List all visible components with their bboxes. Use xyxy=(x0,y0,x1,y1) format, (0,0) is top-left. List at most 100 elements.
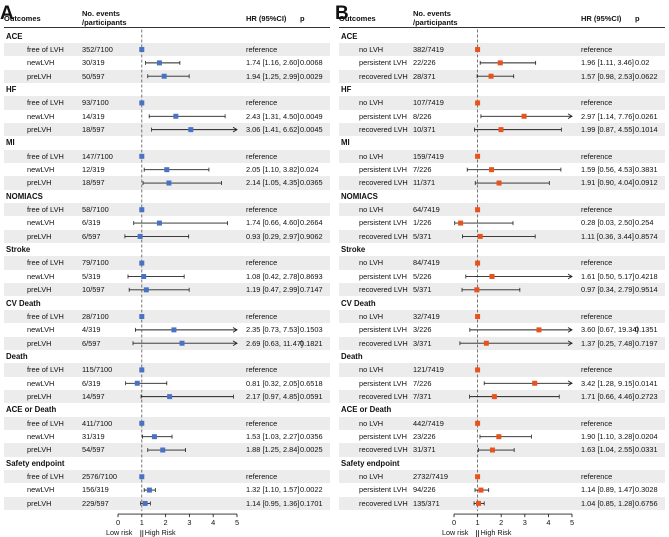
table-row: no LVH 2732/7419 reference xyxy=(339,470,665,484)
group-row: Stroke xyxy=(4,243,330,256)
row-hr: reference xyxy=(581,472,613,482)
hr-point xyxy=(142,500,148,506)
row-events: 229/597 xyxy=(82,498,109,508)
ci-arrow xyxy=(232,327,238,333)
row-label: recovered LVH xyxy=(359,391,408,401)
header-rule xyxy=(339,27,665,28)
row-label: persistent LVH xyxy=(359,485,407,495)
row-p: 0.2723 xyxy=(635,391,658,401)
hr-point xyxy=(139,367,145,373)
row-label: newLVH xyxy=(27,432,55,441)
row-events: 11/371 xyxy=(413,178,436,188)
ci-arrow xyxy=(232,126,238,133)
row-p: 0.2664 xyxy=(300,218,323,228)
group-row: MI xyxy=(339,136,665,149)
row-hr: 1.91 [0.90, 4.04] xyxy=(581,178,635,188)
row-hr: reference xyxy=(581,418,613,428)
x-tick-label: 2 xyxy=(499,518,503,527)
row-events: 5/371 xyxy=(413,231,432,241)
row-p: 0.024 xyxy=(300,165,319,174)
row-hr: 0.81 [0.32, 2.05] xyxy=(246,378,300,388)
row-p: 0.7147 xyxy=(300,285,323,295)
row-hr: 0.93 [0.29, 2.97] xyxy=(246,231,300,241)
group-row: MI xyxy=(4,136,330,149)
row-label: newLVH xyxy=(27,271,55,281)
row-hr: 1.94 [1.25, 2.99] xyxy=(246,71,300,81)
row-events: 7/226 xyxy=(413,378,432,388)
table-row: persistent LVH 8/226 2.97 [1.14, 7.76] 0.02… xyxy=(339,110,665,123)
group-label: Death xyxy=(6,351,28,361)
hr-point xyxy=(139,260,145,266)
row-label: recovered LVH xyxy=(359,285,408,295)
row-label: newLVH xyxy=(27,325,55,335)
row-events: 64/7419 xyxy=(413,205,440,215)
row-p: 0.0025 xyxy=(300,445,323,455)
hr-point xyxy=(532,380,538,386)
hr-point xyxy=(139,100,145,106)
row-hr: 1.32 [1.10, 1.57] xyxy=(246,485,300,495)
panel-letter: B xyxy=(335,3,349,24)
row-label: free of LVH xyxy=(27,365,64,375)
row-events: 31/319 xyxy=(82,432,105,441)
row-events: 22/226 xyxy=(413,58,436,68)
row-label: newLVH xyxy=(27,378,55,388)
high-risk-label: High Risk xyxy=(480,528,512,537)
x-tick-label: 4 xyxy=(211,518,215,527)
row-events: 54/597 xyxy=(82,445,105,455)
row-events: 156/319 xyxy=(82,485,109,495)
row-events: 115/7100 xyxy=(82,365,113,375)
table-row: no LVH 32/7419 reference xyxy=(339,309,665,324)
row-label: free of LVH xyxy=(27,44,64,54)
row-p: 0.9062 xyxy=(300,231,323,241)
row-label: no LVH xyxy=(359,151,384,161)
ci-arrow xyxy=(567,380,573,387)
table-row: persistent LVH 23/226 1.90 [1.10, 3.28] 0.0… xyxy=(339,430,665,443)
hr-point xyxy=(139,207,145,213)
group-label: Stroke xyxy=(341,245,366,255)
hr-point xyxy=(475,314,481,320)
header-rule xyxy=(4,27,330,28)
row-p: 0.0204 xyxy=(635,432,658,441)
forest-plot-svg: 0 1 2 3 4 5 xyxy=(452,29,574,537)
row-hr: reference xyxy=(246,151,278,161)
row-p: 0.7197 xyxy=(635,338,658,348)
group-row: ACE xyxy=(4,30,330,43)
table-row: no LVH 382/7419 reference xyxy=(339,42,665,57)
table-row: no LVH 121/7419 reference xyxy=(339,363,665,377)
row-hr: reference xyxy=(581,151,613,161)
table-row: preLVH 229/597 1.14 [0.95, 1.36] 0.1701 xyxy=(4,496,330,511)
table-row: free of LVH 2576/7100 reference xyxy=(4,470,330,484)
row-label: persistent LVH xyxy=(359,58,407,68)
row-events: 93/7100 xyxy=(82,98,109,108)
x-tick-label: 0 xyxy=(116,518,120,527)
x-tick-label: 5 xyxy=(570,518,574,527)
row-label: preLVH xyxy=(27,498,52,508)
table-row: no LVH 64/7419 reference xyxy=(339,203,665,217)
table-row: newLVH 30/319 1.74 [1.16, 2.60] 0.0068 xyxy=(4,56,330,69)
high-risk-bracket xyxy=(142,530,144,537)
row-label: persistent LVH xyxy=(359,111,407,121)
row-hr: 2.35 [0.73, 7.53] xyxy=(246,325,300,335)
row-events: 159/7419 xyxy=(413,151,444,161)
group-label: CV Death xyxy=(341,298,376,308)
row-label: newLVH xyxy=(27,111,55,121)
group-label: HF xyxy=(341,84,352,94)
row-label: newLVH xyxy=(27,218,55,228)
row-hr: 1.59 [0.56, 4.53] xyxy=(581,165,635,174)
group-label: ACE xyxy=(341,31,358,41)
row-p: 0.0141 xyxy=(635,378,658,388)
hr-point xyxy=(160,447,166,453)
row-hr: 1.99 [0.87, 4.55] xyxy=(581,124,635,134)
row-events: 4/319 xyxy=(82,325,101,335)
row-hr: 1.71 [0.66, 4.46] xyxy=(581,391,635,401)
row-hr: 1.14 [0.89, 1.47] xyxy=(581,485,635,495)
row-label: preLVH xyxy=(27,178,52,188)
row-hr: reference xyxy=(581,258,613,268)
table-row: free of LVH 58/7100 reference xyxy=(4,203,330,217)
row-events: 14/319 xyxy=(82,111,105,121)
row-label: persistent LVH xyxy=(359,378,407,388)
hr-point xyxy=(521,113,527,119)
table-row: newLVH 4/319 2.35 [0.73, 7.53] 0.1503 xyxy=(4,323,330,336)
row-hr: 1.57 [0.98, 2.53] xyxy=(581,71,635,81)
hr-point xyxy=(134,380,140,386)
